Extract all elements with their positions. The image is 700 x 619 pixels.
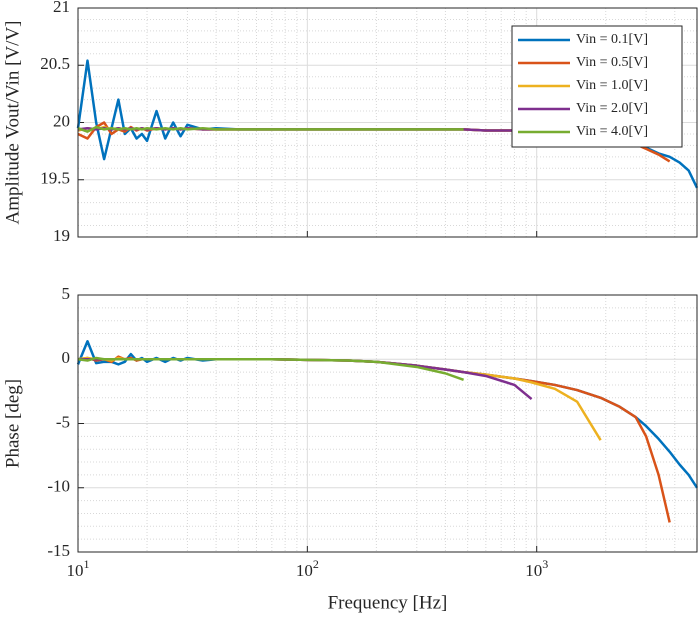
y-tick-label: -15 xyxy=(47,541,70,560)
axes-box xyxy=(77,294,698,553)
axes-box xyxy=(77,7,698,238)
y-tick-label: 20.5 xyxy=(40,54,70,73)
legend-label: Vin = 0.1[V] xyxy=(576,32,648,47)
legend-label: Vin = 4.0[V] xyxy=(576,124,648,139)
y-tick-label: -10 xyxy=(47,477,70,496)
x-tick-label: 103 xyxy=(525,557,548,580)
y-tick-label: 21 xyxy=(53,0,70,16)
legend: Vin = 0.1[V] Vin = 0.5[V] Vin = 1.0[V] Vin … xyxy=(511,25,683,148)
y-axis-label: Amplitude Vout/Vin [V/V] xyxy=(2,21,23,225)
legend-label: Vin = 0.5[V] xyxy=(576,55,648,70)
y-tick-label: -5 xyxy=(56,412,70,431)
legend-label: Vin = 1.0[V] xyxy=(576,78,648,93)
data-line xyxy=(77,125,464,133)
x-axis-label: Frequency [Hz] xyxy=(328,592,448,613)
y-tick-label: 20 xyxy=(53,111,70,130)
x-tick-label: 102 xyxy=(296,557,319,580)
x-tick-label: 101 xyxy=(67,557,90,580)
y-tick-label: 19.5 xyxy=(40,169,70,188)
legend-label: Vin = 2.0[V] xyxy=(576,101,648,116)
y-tick-label: 0 xyxy=(62,348,71,367)
y-tick-label: 5 xyxy=(62,284,71,303)
y-tick-label: 19 xyxy=(53,226,70,245)
data-line xyxy=(77,356,465,381)
y-axis-label: Phase [deg] xyxy=(2,379,23,468)
